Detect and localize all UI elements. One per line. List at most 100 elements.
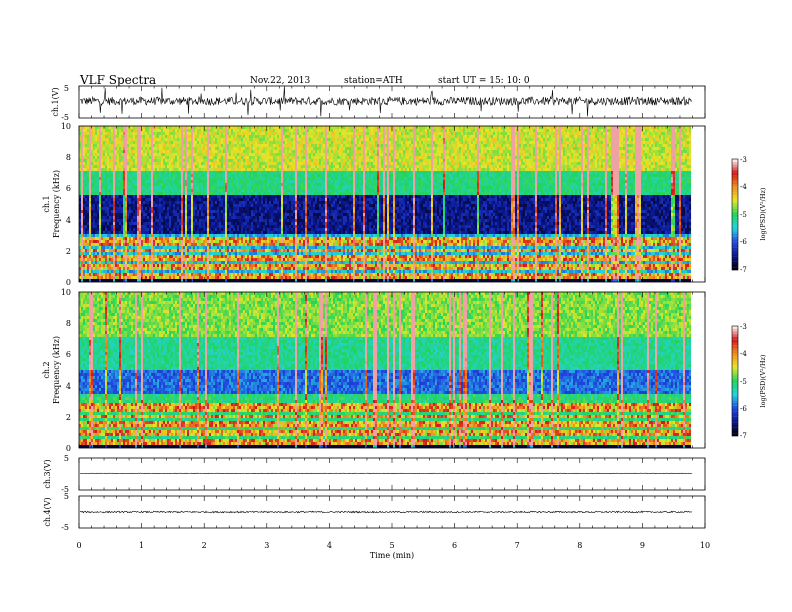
spectrogram-cell [147, 132, 149, 135]
spectrogram-cell [99, 153, 101, 156]
spectrogram-cell [147, 201, 149, 204]
spectrogram-cell [89, 153, 91, 156]
spectrogram-cell [139, 183, 141, 186]
spectrogram-cell [95, 126, 97, 129]
spectrogram-cell [111, 132, 113, 135]
spectrogram-cell [95, 207, 97, 210]
spectrogram-cell [203, 156, 205, 159]
spectrogram-cell [205, 135, 207, 138]
spectrogram-cell [127, 207, 129, 210]
spectrogram-cell [91, 138, 93, 141]
spectrogram-cell [129, 162, 131, 165]
spectrogram-cell [143, 138, 145, 141]
spectrogram-cell [147, 234, 149, 237]
spectrogram-cell [197, 201, 199, 204]
spectrogram-cell [197, 183, 199, 186]
spectrogram-cell [187, 195, 189, 198]
spectrogram-cell [107, 240, 109, 243]
spectrogram-cell [115, 261, 117, 264]
spectrogram-cell [191, 237, 193, 240]
spectrogram-cell [117, 207, 119, 210]
spectrogram-cell [111, 273, 113, 276]
spectrogram-cell [95, 213, 97, 216]
spectrogram-cell [161, 261, 163, 264]
spectrogram-cell [191, 180, 193, 183]
spectrogram-cell [105, 198, 107, 201]
spectrogram-cell [115, 138, 117, 141]
spectrogram-cell [193, 222, 195, 225]
spectrogram-cell [195, 273, 197, 276]
spectrogram-cell [123, 273, 125, 276]
spectrogram-cell [189, 276, 191, 279]
spectrogram-cell [93, 240, 95, 243]
spectrogram-cell [125, 144, 127, 147]
spectrogram-cell [139, 189, 141, 192]
spectrogram-cell [141, 246, 143, 249]
spectrogram-cell [99, 249, 101, 252]
spectrogram-cell [133, 261, 135, 264]
spectrogram-cell [129, 222, 131, 225]
spectrogram-cell [111, 207, 113, 210]
spectrogram-cell [177, 141, 179, 144]
spectrogram-cell [101, 147, 103, 150]
spectrogram-cell [177, 216, 179, 219]
spectrogram-cell [129, 129, 131, 132]
spectrogram-cell [161, 267, 163, 270]
spectrogram-cell [99, 207, 101, 210]
spectrogram-cell [169, 240, 171, 243]
spectrogram-cell [203, 255, 205, 258]
spectrogram-cell [201, 132, 203, 135]
spectrogram-cell [159, 204, 161, 207]
spectrogram-cell [109, 132, 111, 135]
spectrogram-cell [167, 129, 169, 132]
spectrogram-cell [201, 255, 203, 258]
spectrogram-cell [155, 246, 157, 249]
spectrogram-cell [149, 213, 151, 216]
spectrogram-cell [187, 261, 189, 264]
spectrogram-cell [175, 231, 177, 234]
spectrogram-cell [99, 183, 101, 186]
spectrogram-cell [173, 126, 175, 129]
spectrogram-cell [171, 249, 173, 252]
spectrogram-cell [139, 243, 141, 246]
spectrogram-cell [103, 198, 105, 201]
spectrogram-cell [157, 198, 159, 201]
spectrogram-cell [117, 204, 119, 207]
spectrogram-cell [133, 270, 135, 273]
spectrogram-cell [149, 279, 151, 282]
spectrogram-cell [95, 261, 97, 264]
spectrogram-cell [115, 270, 117, 273]
spectrogram-cell [143, 159, 145, 162]
spectrogram-cell [191, 150, 193, 153]
spectrogram-cell [153, 165, 155, 168]
spectrogram-cell [103, 189, 105, 192]
spectrogram-cell [179, 261, 181, 264]
spectrogram-cell [113, 171, 115, 174]
spectrogram-cell [169, 147, 171, 150]
spectrogram-cell [175, 255, 177, 258]
spectrogram-cell [101, 156, 103, 159]
spectrogram-cell [161, 177, 163, 180]
spectrogram-cell [171, 138, 173, 141]
spectrogram-cell [173, 258, 175, 261]
spectrogram-cell [161, 204, 163, 207]
spectrogram-cell [99, 255, 101, 258]
spectrogram-cell [97, 156, 99, 159]
spectrogram-cell [113, 177, 115, 180]
spectrogram-cell [111, 183, 113, 186]
spectrogram-cell [189, 240, 191, 243]
spectrogram-cell [121, 240, 123, 243]
spectrogram-cell [89, 237, 91, 240]
spectrogram-cell [131, 129, 133, 132]
spectrogram-cell [197, 141, 199, 144]
spectrogram-cell [149, 177, 151, 180]
spectrogram-cell [81, 201, 83, 204]
spectrogram-cell [99, 276, 101, 279]
spectrogram-cell [161, 213, 163, 216]
spectrogram-cell [135, 276, 137, 279]
spectrogram-cell [167, 165, 169, 168]
spectrogram-cell [175, 177, 177, 180]
spectrogram-cell [127, 243, 129, 246]
spectrogram-cell [83, 273, 85, 276]
spectrogram-cell [203, 165, 205, 168]
